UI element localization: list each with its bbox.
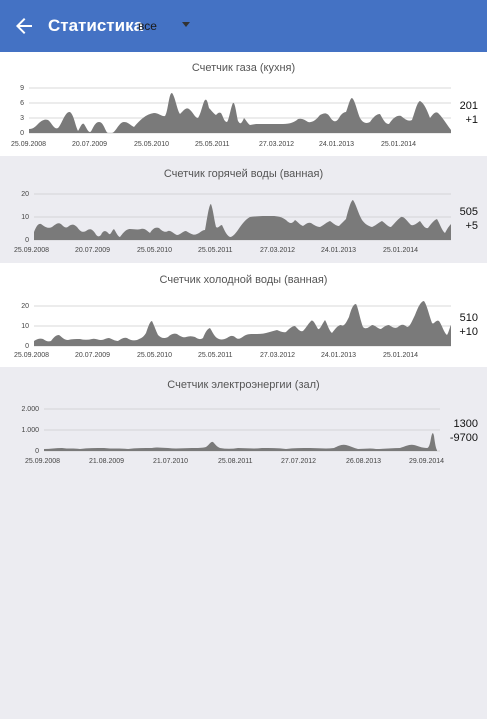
x-tick-label: 20.07.2009 xyxy=(72,141,107,148)
current-value: 201 xyxy=(459,100,478,112)
x-tick-label: 27.03.2012 xyxy=(259,141,294,148)
value-delta: +1 xyxy=(465,114,478,126)
x-tick-label: 21.08.2009 xyxy=(89,458,124,465)
y-tick-label: 20 xyxy=(21,303,29,310)
x-tick-label: 27.03.2012 xyxy=(260,352,295,359)
y-tick-label: 0 xyxy=(25,237,29,244)
current-value: 1300 xyxy=(453,418,478,430)
x-tick-label: 25.09.2008 xyxy=(14,352,49,359)
app-bar: Статистика все xyxy=(0,0,487,52)
x-tick-label: 25.05.2011 xyxy=(195,141,230,148)
page-title: Статистика xyxy=(48,16,144,35)
x-tick-label: 25.05.2010 xyxy=(134,141,169,148)
meter-card-gas[interactable]: Счетчик газа (кухня) 9 6 3 0 25.09.2008 … xyxy=(0,52,487,156)
card-title: Счетчик газа (кухня) xyxy=(191,62,296,74)
gas-area xyxy=(29,92,451,133)
current-value: 510 xyxy=(459,312,478,324)
y-tick-label: 1.000 xyxy=(21,427,39,434)
meter-card-hot-water[interactable]: Счетчик горячей воды (ванная) 20 10 0 25… xyxy=(0,157,487,262)
x-tick-label: 25.09.2008 xyxy=(14,247,49,254)
x-tick-label: 25.09.2008 xyxy=(11,141,46,148)
x-tick-label: 27.07.2012 xyxy=(281,458,316,465)
y-tick-label: 10 xyxy=(21,323,29,330)
meter-card-cold-water[interactable]: Счетчик холодной воды (ванная) 20 10 0 2… xyxy=(0,263,487,367)
y-tick-label: 0 xyxy=(20,130,24,137)
x-tick-label: 21.07.2010 xyxy=(153,458,188,465)
x-tick-label: 25.01.2014 xyxy=(381,141,416,148)
x-tick-label: 20.07.2009 xyxy=(75,247,110,254)
cold-water-chart: 20 10 0 25.09.2008 20.07.2009 25.05.2010… xyxy=(14,301,451,359)
electricity-area xyxy=(44,433,437,451)
x-tick-label: 25.08.2011 xyxy=(218,458,253,465)
period-select[interactable]: все xyxy=(138,19,157,33)
y-tick-label: 10 xyxy=(21,214,29,221)
arrow-back-icon[interactable] xyxy=(12,14,36,38)
card-title: Счетчик электроэнергии (зал) xyxy=(167,379,320,391)
y-tick-label: 20 xyxy=(21,191,29,198)
card-title: Счетчик горячей воды (ванная) xyxy=(163,168,324,180)
x-tick-label: 25.05.2011 xyxy=(198,247,233,254)
y-tick-label: 0 xyxy=(25,343,29,350)
value-delta: +10 xyxy=(459,326,478,338)
x-tick-label: 24.01.2013 xyxy=(321,247,356,254)
gas-chart: 9 6 3 0 25.09.2008 20.07.2009 25.05.2010… xyxy=(11,85,451,148)
x-tick-label: 25.09.2008 xyxy=(25,458,60,465)
x-tick-label: 20.07.2009 xyxy=(75,352,110,359)
y-tick-label: 0 xyxy=(35,448,39,455)
meter-card-electricity[interactable]: Счетчик электроэнергии (зал) 2.000 1.000… xyxy=(0,368,487,472)
value-delta: -9700 xyxy=(449,432,478,444)
cold-water-area xyxy=(34,301,451,346)
hot-water-area xyxy=(34,200,451,240)
x-tick-label: 25.05.2011 xyxy=(198,352,233,359)
x-tick-label: 27.03.2012 xyxy=(260,247,295,254)
electricity-chart: 2.000 1.000 0 25.09.2008 21.08.2009 21.0… xyxy=(21,406,444,465)
y-tick-label: 9 xyxy=(20,85,24,92)
y-tick-label: 6 xyxy=(20,100,24,107)
card-title: Счетчик холодной воды (ванная) xyxy=(159,274,328,286)
x-tick-label: 25.01.2014 xyxy=(383,247,418,254)
hot-water-chart: 20 10 0 25.09.2008 20.07.2009 25.05.2010… xyxy=(14,191,451,254)
current-value: 505 xyxy=(459,206,478,218)
dropdown-arrow-icon[interactable] xyxy=(182,22,190,27)
x-tick-label: 24.01.2013 xyxy=(319,141,354,148)
x-tick-label: 25.05.2010 xyxy=(137,247,172,254)
y-tick-label: 3 xyxy=(20,115,24,122)
x-tick-label: 25.05.2010 xyxy=(137,352,172,359)
x-tick-label: 25.01.2014 xyxy=(383,352,418,359)
value-delta: +5 xyxy=(465,220,478,232)
x-tick-label: 24.01.2013 xyxy=(321,352,356,359)
x-tick-label: 26.08.2013 xyxy=(346,458,381,465)
x-tick-label: 29.09.2014 xyxy=(409,458,444,465)
y-tick-label: 2.000 xyxy=(21,406,39,413)
